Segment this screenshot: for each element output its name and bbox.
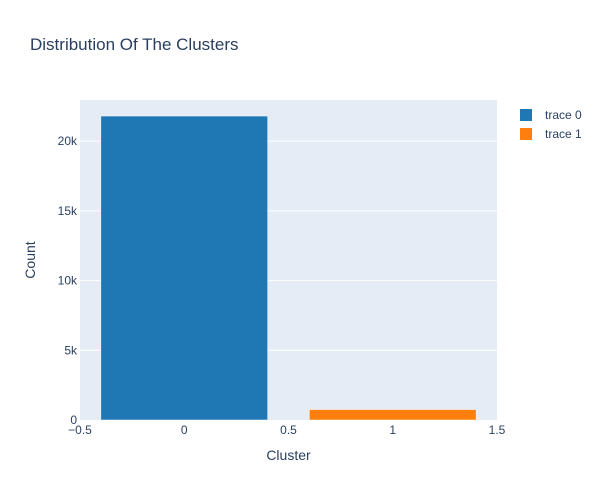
legend-label: trace 1: [545, 127, 582, 141]
legend-label: trace 0: [545, 108, 582, 122]
bar-series: [100, 115, 477, 421]
y-axis-ticks: 0 5k 10k 15k 20k: [58, 134, 78, 427]
x-tick-label: 1.5: [489, 423, 506, 437]
legend: trace 0 trace 1: [520, 108, 582, 141]
x-tick-label: 0: [181, 423, 188, 437]
y-tick-label: 10k: [58, 274, 78, 288]
chart-title: Distribution Of The Clusters: [30, 35, 238, 54]
x-axis-title: Cluster: [266, 447, 311, 463]
x-axis-ticks: −0.5 0 0.5 1 1.5: [68, 423, 506, 437]
y-tick-label: 0: [70, 413, 77, 427]
y-tick-label: 15k: [58, 204, 78, 218]
bar-trace-0[interactable]: [100, 115, 268, 421]
x-tick-label: 1: [389, 423, 396, 437]
legend-swatch: [520, 128, 532, 140]
y-axis-title: Count: [22, 241, 38, 278]
legend-item-trace-1[interactable]: trace 1: [520, 127, 582, 141]
bar-trace-1[interactable]: [309, 409, 477, 421]
legend-item-trace-0[interactable]: trace 0: [520, 108, 582, 122]
y-tick-label: 20k: [58, 134, 78, 148]
legend-swatch: [520, 109, 532, 121]
y-tick-label: 5k: [64, 343, 78, 357]
x-tick-label: −0.5: [68, 423, 92, 437]
x-tick-label: 0.5: [280, 423, 297, 437]
